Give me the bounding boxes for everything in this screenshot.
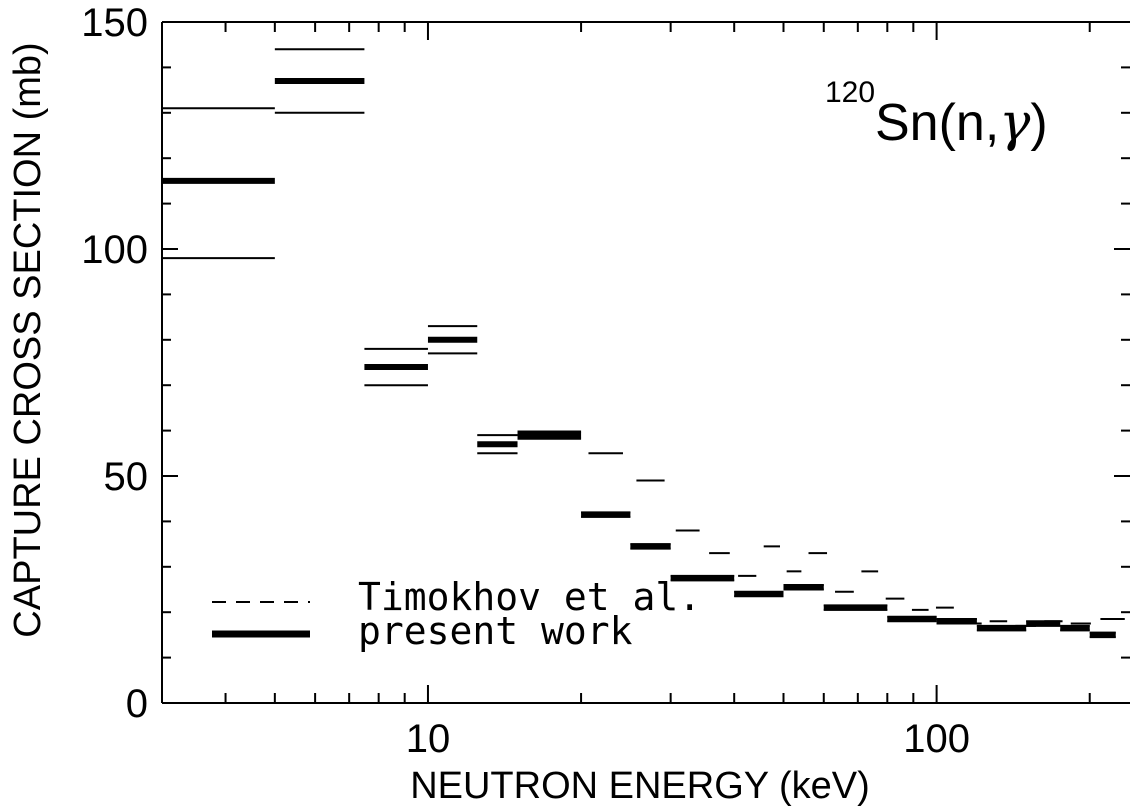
present-work-bin: [823, 604, 888, 611]
x-axis-title: NEUTRON ENERGY (keV): [410, 765, 870, 807]
present-work-bin: [1089, 631, 1116, 639]
annotation-close: ): [1030, 94, 1047, 152]
present-work-bin: [670, 574, 735, 582]
y-axis-title: CAPTURE CROSS SECTION (mb): [7, 42, 49, 637]
legend: Timokhov et al. present work: [212, 575, 701, 653]
present-work-bin: [630, 543, 671, 550]
present-work-bin: [581, 511, 631, 518]
x-tick-label: 10: [406, 717, 451, 761]
present-work-bin: [477, 434, 518, 455]
annotation-open: (n,: [939, 94, 1000, 152]
present-work-bin: [364, 347, 428, 387]
present-work-bin: [1060, 624, 1090, 632]
present-work-bin: [162, 107, 275, 260]
present-work-bin: [517, 430, 582, 440]
present-work-bin: [887, 615, 937, 623]
present-work-bin: [783, 583, 824, 591]
axes-frame: [161, 21, 1130, 704]
present-work-bin: [274, 48, 365, 114]
data-series: [162, 48, 1125, 639]
annotation-mass-number: 120: [825, 76, 875, 109]
present-work-bin: [427, 325, 478, 355]
reaction-annotation: 120 Sn(n,γ): [825, 76, 1048, 153]
y-tick-label: 100: [81, 228, 148, 272]
legend-label-timokhov: Timokhov et al.: [358, 575, 701, 619]
y-tick-label: 0: [126, 682, 148, 726]
axis-ticks: [161, 21, 1130, 704]
x-tick-label: 100: [903, 717, 970, 761]
annotation-reaction: Sn(n,γ): [875, 93, 1048, 153]
y-tick-label: 150: [81, 1, 148, 45]
legend-label-present-work: present work: [358, 609, 633, 653]
axis-tick-labels: 0 50 100 150 10 100: [81, 1, 970, 761]
annotation-gamma: γ: [999, 93, 1031, 153]
present-work-bin: [734, 590, 784, 598]
y-tick-label: 50: [104, 455, 149, 499]
annotation-element: Sn: [875, 94, 939, 152]
